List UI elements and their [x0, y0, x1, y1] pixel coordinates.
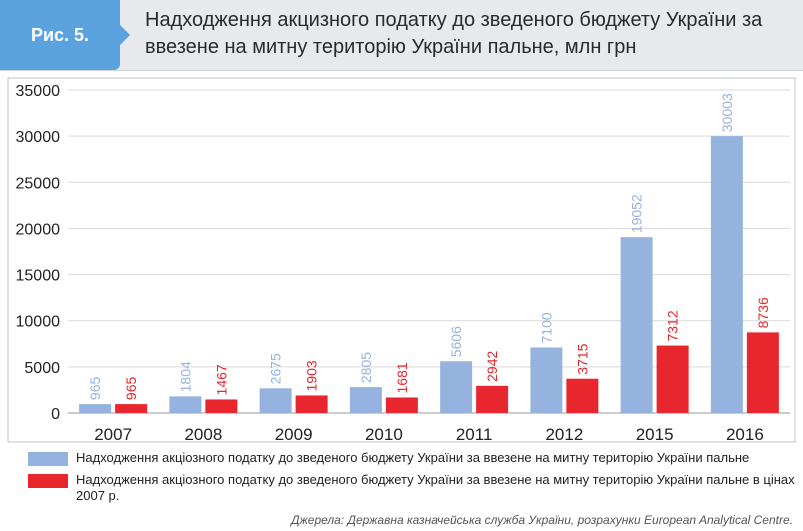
x-tick-label: 2007 — [94, 425, 132, 444]
data-label-real: 1467 — [213, 364, 229, 395]
x-tick-label: 2008 — [184, 425, 222, 444]
bar-nominal — [620, 237, 653, 413]
x-tick-label: 2010 — [365, 425, 403, 444]
bar-real — [115, 404, 148, 413]
x-tick-label: 2012 — [545, 425, 583, 444]
chart-title: Надходження акцизного податку до зведено… — [145, 9, 763, 58]
bar-real — [746, 332, 779, 413]
data-label-real: 3715 — [574, 343, 590, 374]
bar-nominal — [79, 404, 112, 413]
data-label-real: 965 — [123, 377, 139, 401]
bar-nominal — [440, 361, 473, 413]
legend-item-nominal: Надходження акціозного податку до зведен… — [28, 450, 798, 466]
data-label-real: 2942 — [484, 350, 500, 381]
x-tick-label: 2009 — [275, 425, 313, 444]
x-tick-label: 2011 — [456, 425, 493, 444]
legend-label-real: Надходження акціозного податку до зведен… — [76, 472, 795, 503]
y-tick-label: 5000 — [24, 360, 60, 377]
legend-item-real: Надходження акціозного податку до зведен… — [28, 472, 798, 504]
legend-label-nominal: Надходження акціозного податку до зведен… — [76, 450, 750, 465]
y-tick-label: 10000 — [16, 314, 61, 331]
bar-real — [656, 345, 689, 413]
y-tick-label: 0 — [51, 406, 60, 423]
data-label-real: 7312 — [665, 310, 681, 341]
data-label-nominal: 5606 — [448, 326, 464, 357]
bar-real — [205, 399, 238, 413]
y-tick-label: 15000 — [16, 268, 61, 285]
bar-chart: 0 5000 10000 15000 20000 25000 30000 35000 2007 9… — [7, 77, 796, 444]
data-label-nominal: 7100 — [538, 312, 554, 343]
bar-real — [385, 397, 418, 413]
data-label-nominal: 1804 — [177, 361, 193, 392]
data-label-nominal: 965 — [87, 377, 103, 401]
data-label-nominal: 19052 — [629, 194, 645, 233]
legend-swatch-real — [28, 474, 68, 488]
figure-label: Рис. 5. — [0, 0, 130, 70]
bar-nominal — [710, 136, 743, 413]
y-tick-label: 30000 — [16, 129, 61, 146]
legend-swatch-nominal — [28, 452, 68, 466]
y-tick-label: 35000 — [16, 83, 61, 100]
bar-real — [476, 385, 509, 413]
y-tick-label: 20000 — [16, 221, 61, 238]
chart-frame — [7, 77, 796, 443]
data-label-real: 8736 — [755, 297, 771, 328]
bar-nominal — [169, 396, 202, 413]
data-label-nominal: 2675 — [268, 353, 284, 384]
data-label-real: 1681 — [394, 362, 410, 393]
data-label-nominal: 2805 — [358, 352, 374, 383]
bar-real — [566, 378, 599, 413]
x-tick-label: 2015 — [636, 425, 674, 444]
bar-nominal — [530, 347, 563, 413]
bar-nominal — [349, 387, 382, 413]
data-label-real: 1903 — [304, 360, 320, 391]
legend: Надходження акціозного податку до зведен… — [28, 450, 798, 510]
x-tick-label: 2016 — [726, 425, 764, 444]
source-note: Джерела: Державна казначейська служба Ук… — [291, 513, 793, 527]
bar-real — [295, 395, 328, 413]
header: Рис. 5. Надходження акцизного податку до… — [0, 0, 803, 71]
y-tick-label: 25000 — [16, 175, 61, 192]
data-label-nominal: 30003 — [719, 93, 735, 132]
chart-area: 0 5000 10000 15000 20000 25000 30000 35000 2007 9… — [0, 70, 803, 450]
bar-nominal — [259, 388, 292, 413]
